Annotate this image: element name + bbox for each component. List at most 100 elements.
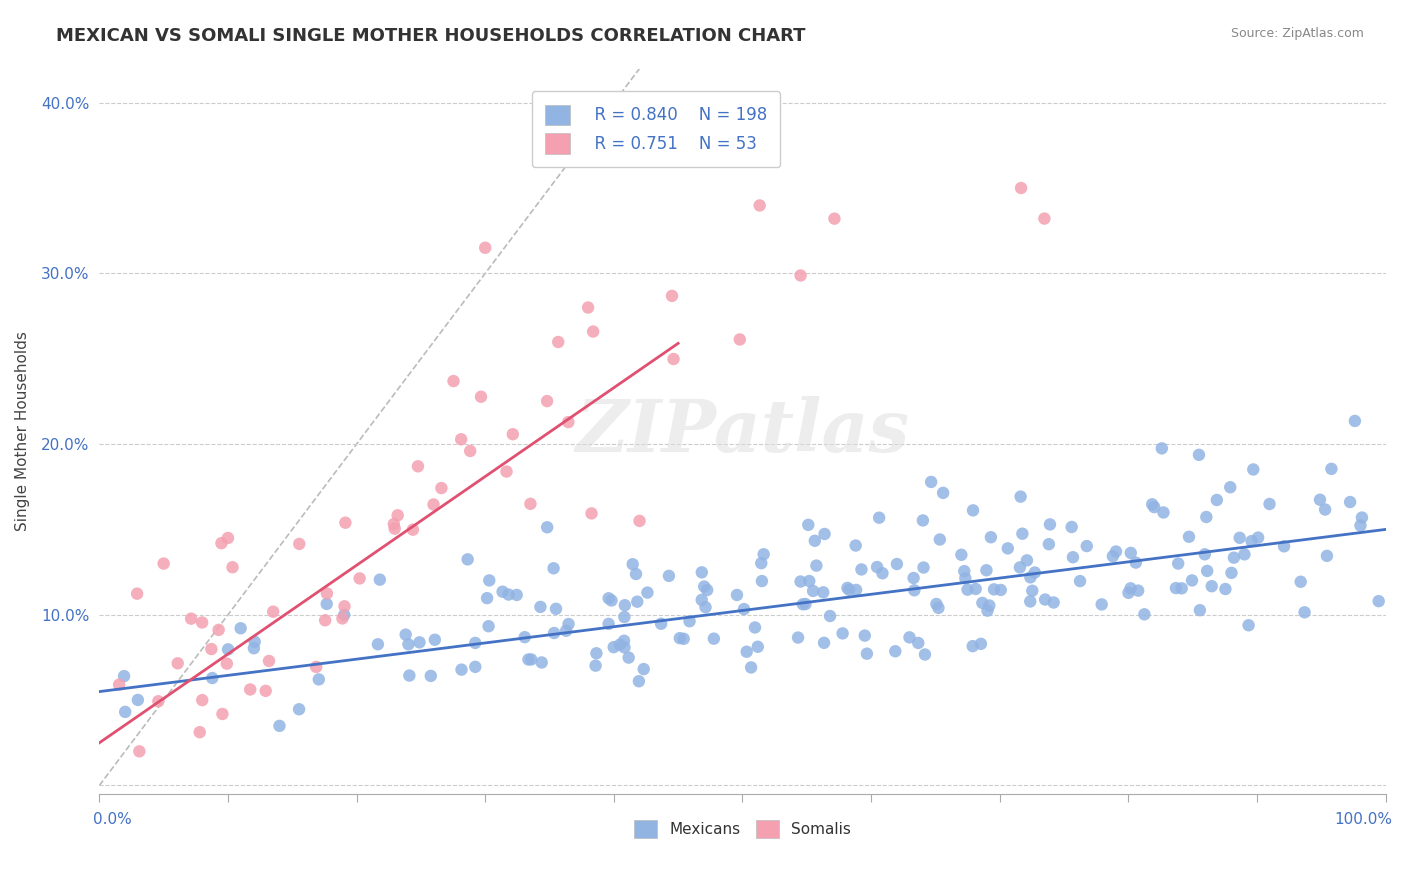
Somalis [191,615,214,630]
Mexicans [1201,579,1223,593]
Mexicans [408,635,430,649]
Mexicans [965,582,987,596]
Mexicans [1062,550,1084,565]
Mexicans [789,574,811,589]
Mexicans [217,642,239,657]
Mexicans [624,567,647,582]
Mexicans [838,582,860,597]
Somalis [333,599,356,614]
Mexicans [983,582,1005,597]
Text: ZIPatlas: ZIPatlas [575,396,910,467]
Somalis [335,516,357,530]
Mexicans [695,600,717,615]
Mexicans [1219,480,1241,494]
Somalis [430,481,453,495]
Mexicans [650,616,672,631]
Mexicans [955,571,977,585]
Mexicans [678,614,700,628]
Mexicans [690,593,713,607]
Mexicans [696,582,718,597]
Mexicans [1223,550,1246,565]
Mexicans [903,583,925,598]
Mexicans [1167,557,1189,571]
Mexicans [1039,517,1062,532]
Somalis [257,654,280,668]
Mexicans [543,626,565,640]
Somalis [502,427,524,442]
Text: 0.0%: 0.0% [93,812,132,827]
Mexicans [585,646,607,660]
Mexicans [1038,537,1060,551]
Mexicans [932,486,955,500]
Mexicans [613,610,636,624]
Somalis [387,508,409,523]
Somalis [1010,181,1032,195]
Somalis [188,725,211,739]
Mexicans [792,597,814,611]
Mexicans [626,595,648,609]
Mexicans [1128,583,1150,598]
Mexicans [557,617,579,632]
Mexicans [1247,531,1270,545]
Mexicans [112,669,135,683]
Mexicans [367,637,389,651]
Mexicans [1316,549,1339,563]
Mexicans [1272,539,1295,553]
Mexicans [1024,566,1046,580]
Somalis [474,241,496,255]
Mexicans [201,671,224,685]
Mexicans [749,556,772,570]
Mexicans [269,719,291,733]
Somalis [208,623,231,637]
Mexicans [690,566,713,580]
Somalis [254,683,277,698]
Mexicans [1313,502,1336,516]
Mexicans [602,640,624,655]
Text: 100.0%: 100.0% [1334,812,1392,827]
Somalis [191,693,214,707]
Mexicans [475,591,498,606]
Mexicans [636,585,658,599]
Mexicans [517,652,540,666]
Somalis [728,333,751,347]
Mexicans [813,527,835,541]
Mexicans [997,541,1019,556]
Mexicans [872,566,894,581]
Mexicans [1069,574,1091,588]
Mexicans [464,636,486,650]
Mexicans [980,530,1002,544]
Mexicans [464,660,486,674]
Mexicans [672,632,695,646]
Mexicans [1119,582,1142,596]
Mexicans [243,641,266,656]
Mexicans [914,648,936,662]
Mexicans [1194,547,1216,561]
Somalis [108,677,131,691]
Mexicans [818,609,841,624]
Mexicans [1350,518,1372,533]
Mexicans [288,702,311,716]
Somalis [384,522,406,536]
Mexicans [1220,566,1243,580]
Mexicans [953,564,976,578]
Somalis [450,432,472,446]
Somalis [576,301,599,315]
Mexicans [543,561,565,575]
Somalis [470,390,492,404]
Mexicans [1229,531,1251,545]
Somalis [662,351,685,366]
Mexicans [529,599,551,614]
Mexicans [927,600,949,615]
Somalis [661,289,683,303]
Mexicans [868,510,890,524]
Somalis [582,325,605,339]
Mexicans [530,656,553,670]
Mexicans [1008,560,1031,574]
Mexicans [1076,539,1098,553]
Mexicans [1042,595,1064,609]
Mexicans [970,637,993,651]
Somalis [316,586,339,600]
Somalis [519,497,541,511]
Mexicans [1015,553,1038,567]
Mexicans [1294,605,1316,619]
